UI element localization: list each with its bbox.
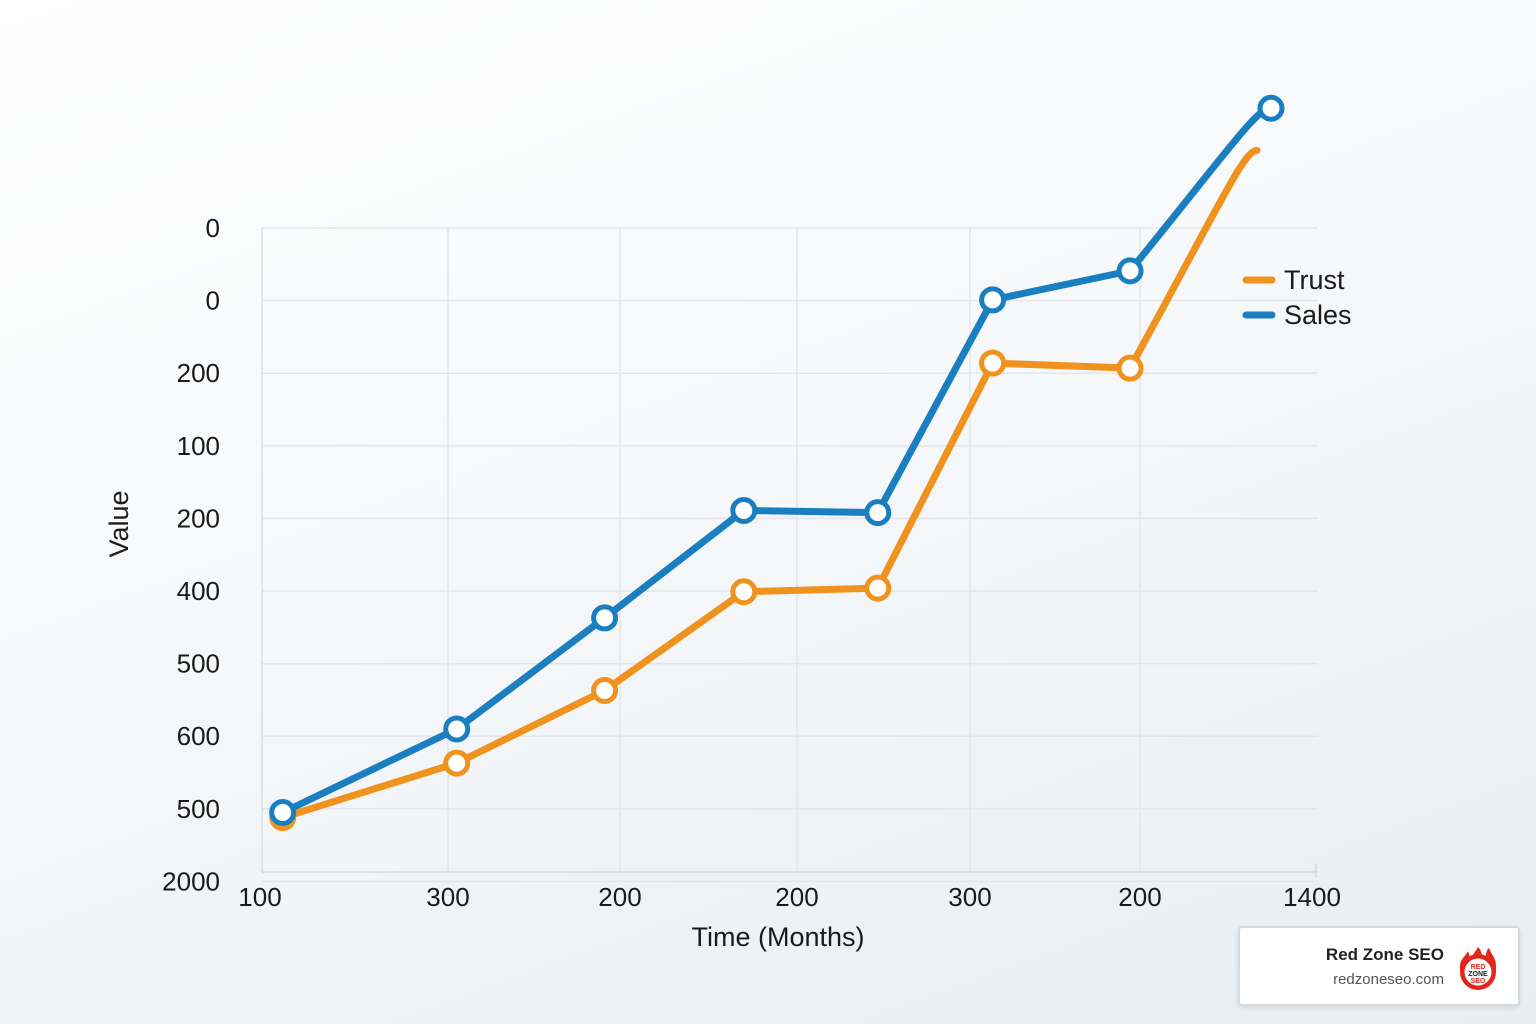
sales-point <box>269 798 297 826</box>
sales-point <box>443 715 471 743</box>
sales-point <box>730 496 758 524</box>
y-tick-label: 0 <box>206 213 220 243</box>
y-tick-label: 200 <box>177 503 220 533</box>
y-tick-label: 2000 <box>162 866 220 896</box>
x-tick-label: 200 <box>598 882 641 912</box>
sales-point <box>1257 94 1285 122</box>
logo-icon: RED ZONE SEO <box>1460 947 1496 990</box>
y-tick-label: 500 <box>177 794 220 824</box>
watermark-url: redzoneseo.com <box>1333 971 1444 988</box>
x-tick-label: 200 <box>775 882 818 912</box>
x-tick-label: 100 <box>238 882 281 912</box>
y-tick-label: 600 <box>177 721 220 751</box>
y-tick-label: 100 <box>177 431 220 461</box>
ticks: 0 0 200 100 200 400 500 600 500 2000 100 300 200 200 3… <box>162 213 1341 912</box>
sales-point <box>979 286 1007 314</box>
y-axis-label: Value <box>104 490 134 557</box>
trust-point <box>864 574 892 602</box>
y-tick-label: 400 <box>177 576 220 606</box>
trust-line <box>279 146 1261 822</box>
legend-label-trust: Trust <box>1284 265 1345 295</box>
watermark-card: Red Zone SEO redzoneseo.com RED ZONE SEO <box>1238 926 1520 1006</box>
x-tick-label: 200 <box>1118 882 1161 912</box>
x-tick-label: 300 <box>948 882 991 912</box>
trust-point <box>1116 354 1144 382</box>
sales-point <box>591 604 619 632</box>
sales-point <box>864 499 892 527</box>
x-axis-label: Time (Months) <box>691 922 864 952</box>
trust-point <box>591 677 619 704</box>
grid <box>262 227 1318 883</box>
y-tick-label: 0 <box>206 286 220 316</box>
y-tick-label: 200 <box>177 358 220 388</box>
legend: Trust Sales <box>1242 265 1352 330</box>
trust-point <box>443 749 471 777</box>
svg-text:ZONE: ZONE <box>1468 971 1488 978</box>
x-tick-label: 300 <box>426 882 469 912</box>
trust-point <box>730 578 758 606</box>
sales-line <box>279 104 1275 816</box>
trust-point <box>979 349 1007 377</box>
legend-label-sales: Sales <box>1284 300 1352 330</box>
watermark-name: Red Zone SEO <box>1325 945 1444 964</box>
sales-point <box>1116 257 1144 285</box>
axes <box>261 228 1318 878</box>
x-tick-label: 1400 <box>1283 882 1341 912</box>
y-tick-label: 500 <box>177 649 220 679</box>
svg-text:SEO: SEO <box>1471 978 1486 985</box>
series-layer <box>269 94 1285 832</box>
svg-text:RED: RED <box>1471 964 1486 971</box>
